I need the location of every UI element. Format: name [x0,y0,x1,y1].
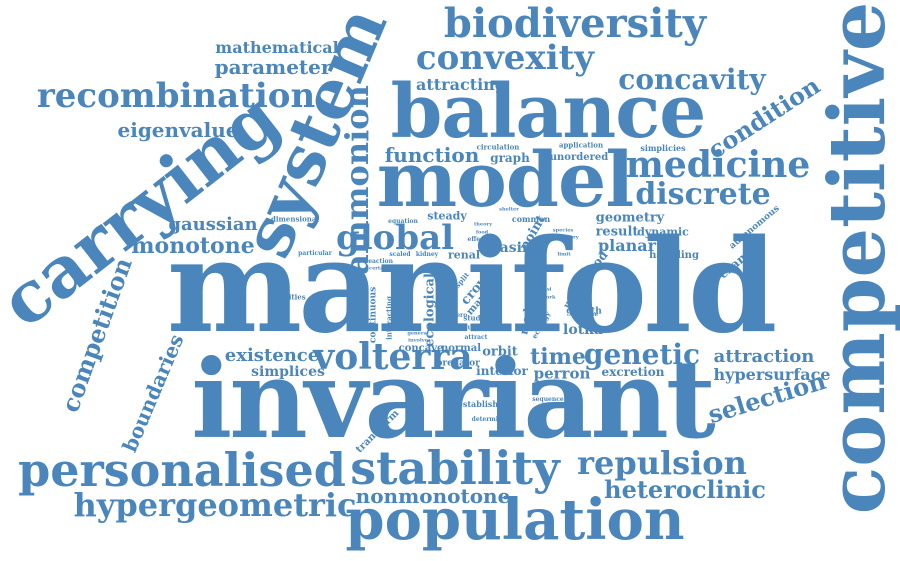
word-excretion: excretion [601,365,665,379]
word-curve: curve [463,322,485,332]
word-model: model [376,135,634,224]
word-sequence: sequence [532,396,564,403]
word-handling: handling [649,250,699,261]
word-eigenvalue: eigenvalue [117,118,239,142]
word-certain: certain [369,265,389,272]
word-reaction: reaction [365,258,393,265]
word-dimensional: dimensional [270,214,320,224]
word-general: general [407,330,429,337]
word-simplices: simplices [251,364,325,380]
word-predator: predator [436,358,480,369]
word-gaussian: gaussian [168,214,258,235]
word-orbit: orbit [482,344,518,360]
word-repulsion: repulsion [577,444,747,482]
word-interior: interior [476,364,528,378]
word-theory: theory [473,221,493,228]
word-circulation: circulation [476,142,520,152]
word-effect: effect [467,236,487,243]
word-common: common [511,214,551,224]
word-graph: graph [490,151,530,165]
word-existence: existence [224,345,320,366]
word-ammonion: ammonion [338,85,376,275]
word-geometry: geometry [595,210,665,226]
word-limit: limit [557,251,571,258]
word-volume: volume [573,311,599,318]
word-population: population [345,487,685,553]
word-medicine: medicine [625,144,811,186]
word-boundaries: boundaries [117,330,189,456]
word-zero: zero [452,312,468,319]
word-application: application [558,140,604,150]
word-global: global [335,218,455,258]
word-perron: perron [533,364,591,383]
word-basin: basin [489,240,533,256]
word-competitive: competitive [812,1,900,515]
word-food: food [475,229,489,236]
word-equation: equation [388,218,418,225]
word-simplicies: simplicies [640,143,686,153]
word-balance: balance [390,69,707,155]
word-result: result [595,224,639,240]
word-involve: involve [408,337,428,344]
word-heteroclinic: heteroclinic [604,475,766,504]
word-monotone: monotone [131,233,255,259]
word-unordered: unordered [549,152,609,163]
word-renal: renal [447,248,481,262]
word-convexity: convexity [415,38,595,78]
word-attraction: attraction [713,346,815,367]
word-densities: densities [270,292,306,302]
word-determined: determined [471,416,511,423]
word-function: function [384,143,480,167]
word-interacting: interacting [384,296,394,340]
word-recombination: recombination [36,76,316,116]
word-concavity: concavity [618,63,766,96]
word-particular: particular [298,250,332,257]
word-normal: normal [440,343,482,354]
word-network: network [532,294,556,301]
word-hypersurface: hypersurface [713,365,831,384]
word-attracting: attracting [416,75,506,94]
word-hypergeometric: hypergeometric [73,486,357,524]
word-dynamic: dynamic [637,225,689,239]
word-steady: steady [427,209,467,223]
word-invariant: invariant [191,337,716,463]
word-attract: attract [464,334,488,341]
word-scaled: scaled [389,251,411,258]
word-mathematical: mathematical [215,38,339,57]
word-volterra: volterra [313,336,473,378]
word-personalised: personalised [18,443,346,497]
word-genetic: genetic [583,338,701,371]
word-quasi: quasi [536,286,552,293]
word-manifold: manifold [166,212,778,362]
word-stability: stability [350,441,560,495]
word-concave: concave [398,343,444,354]
word-trajectory: trajectory [551,234,579,241]
word-discrete: discrete [635,177,771,212]
word-kidney: kidney [415,251,439,258]
word-time: time [530,344,586,370]
word-study: study [463,313,485,323]
word-planar: planar [597,236,657,255]
word-continuous: continuous [368,286,379,344]
word-nonmonotone: nonmonotone [355,484,511,508]
word-biodiversity: biodiversity [443,0,707,47]
word-lotka: lotka [563,322,603,338]
word-establish: establish [457,399,499,409]
word-shelter: shelter [499,206,519,213]
word-species: species [552,227,574,234]
word-parameter: parameter [214,55,332,79]
word-growth: growth [566,306,602,317]
